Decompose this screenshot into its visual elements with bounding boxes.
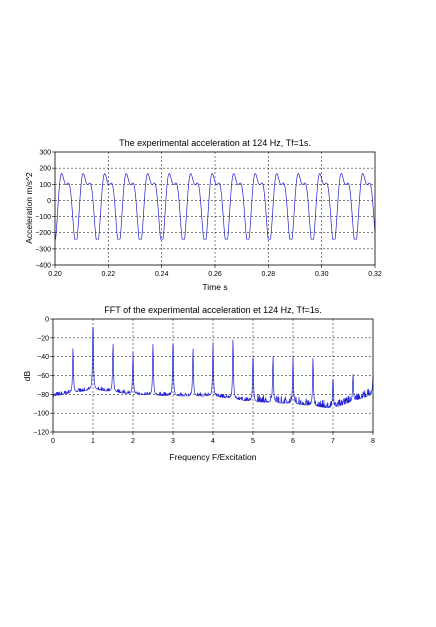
x-tick-label: 0.26 xyxy=(208,271,222,278)
x-tick-label: 3 xyxy=(171,438,175,445)
y-tick-label: −400 xyxy=(35,263,51,270)
x-tick-label: 0 xyxy=(51,438,55,445)
acceleration-series xyxy=(54,173,376,240)
y-tick-label: 300 xyxy=(39,150,51,157)
y-tick-label: −120 xyxy=(33,430,49,437)
x-tick-label: 4 xyxy=(211,438,215,445)
fft-x-axis-label: Frequency F/Excitation xyxy=(170,452,257,462)
fft-y-axis-label: dB xyxy=(22,370,32,381)
x-tick-label: 2 xyxy=(131,438,135,445)
x-tick-label: 0.30 xyxy=(315,271,329,278)
x-tick-label: 0.20 xyxy=(48,271,62,278)
y-tick-label: 100 xyxy=(39,182,51,189)
y-tick-label: −20 xyxy=(37,335,49,342)
x-tick-label: 7 xyxy=(331,438,335,445)
acceleration-chart-title: The experimental acceleration at 124 Hz,… xyxy=(119,138,311,148)
fft-x-ticks: 0 1 2 3 4 5 6 7 8 xyxy=(51,432,375,445)
fft-chart-title: FFT of the experimental acceleration et … xyxy=(104,305,322,315)
acceleration-x-axis-label: Time s xyxy=(202,282,227,292)
fft-series xyxy=(52,327,374,408)
fft-chart: FFT of the experimental acceleration et … xyxy=(22,305,375,462)
y-tick-label: −300 xyxy=(35,246,51,253)
acceleration-y-ticks: 300 200 100 0 −100 −200 −300 −400 xyxy=(35,150,55,270)
fft-y-ticks: 0 −20 −40 −60 −80 −100 −120 xyxy=(33,317,53,437)
x-tick-label: 5 xyxy=(251,438,255,445)
y-tick-label: −80 xyxy=(37,392,49,399)
x-tick-label: 0.24 xyxy=(155,271,169,278)
y-tick-label: 0 xyxy=(45,317,49,324)
x-tick-label: 0.32 xyxy=(368,271,382,278)
acceleration-x-ticks: 0.20 0.22 0.24 0.26 0.28 0.30 0.32 xyxy=(48,265,382,278)
y-tick-label: −100 xyxy=(35,214,51,221)
y-tick-label: −200 xyxy=(35,230,51,237)
acceleration-grid xyxy=(55,152,375,265)
x-tick-label: 0.22 xyxy=(102,271,116,278)
y-tick-label: −60 xyxy=(37,373,49,380)
x-tick-label: 8 xyxy=(371,438,375,445)
y-tick-label: 200 xyxy=(39,166,51,173)
x-tick-label: 0.28 xyxy=(262,271,276,278)
fft-grid xyxy=(53,319,373,432)
y-tick-label: 0 xyxy=(47,198,51,205)
x-tick-label: 1 xyxy=(91,438,95,445)
y-tick-label: −40 xyxy=(37,354,49,361)
y-tick-label: −100 xyxy=(33,411,49,418)
acceleration-chart: The experimental acceleration at 124 Hz,… xyxy=(24,138,382,292)
acceleration-y-axis-label: Acceleration m/s^2 xyxy=(24,172,34,244)
x-tick-label: 6 xyxy=(291,438,295,445)
